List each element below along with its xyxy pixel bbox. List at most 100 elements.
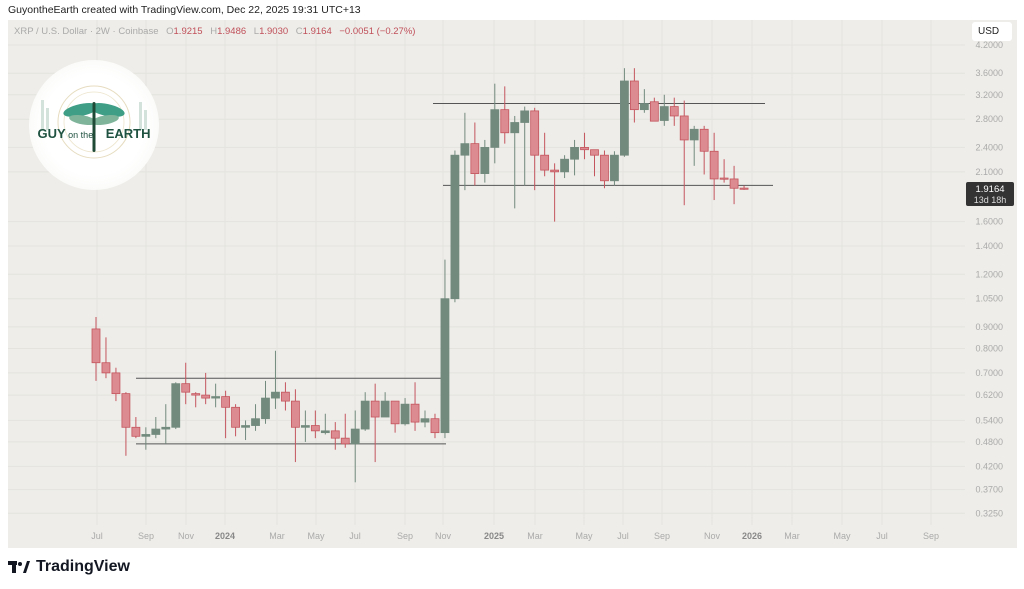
ohlc-legend: XRP / U.S. Dollar · 2W · Coinbase O1.921… — [14, 26, 416, 37]
y-tick-label: 0.5400 — [975, 415, 1003, 425]
candle[interactable] — [480, 139, 490, 183]
candle-body — [251, 418, 260, 426]
open-value: 1.9215 — [173, 26, 203, 37]
candle[interactable] — [281, 382, 290, 411]
candle[interactable] — [241, 420, 250, 441]
x-tick-label: Mar — [269, 531, 285, 541]
candle[interactable] — [639, 89, 649, 113]
candle[interactable] — [221, 390, 231, 439]
candle[interactable] — [729, 165, 739, 205]
y-tick-label: 0.6200 — [975, 390, 1003, 400]
candle[interactable] — [330, 422, 340, 450]
candle[interactable] — [181, 362, 191, 405]
candle[interactable] — [201, 372, 211, 405]
candle-body — [91, 328, 101, 364]
change-value: −0.0051 (−0.27%) — [339, 26, 416, 37]
candle[interactable] — [101, 337, 111, 379]
candle[interactable] — [510, 115, 520, 209]
candle[interactable] — [460, 112, 470, 191]
candle-body — [729, 178, 739, 189]
candle[interactable] — [290, 389, 300, 463]
candle[interactable] — [689, 125, 699, 166]
candles — [91, 68, 749, 483]
candle[interactable] — [251, 404, 260, 431]
candle[interactable] — [271, 350, 280, 409]
candle[interactable] — [211, 383, 221, 408]
candle[interactable] — [370, 383, 380, 463]
candle[interactable] — [560, 155, 569, 179]
candle[interactable] — [550, 163, 560, 222]
candle[interactable] — [310, 410, 320, 439]
candle[interactable] — [340, 413, 350, 448]
y-tick-label: 0.4200 — [975, 461, 1003, 471]
candle[interactable] — [580, 132, 589, 160]
candle[interactable] — [520, 106, 530, 186]
candle-body — [370, 400, 380, 418]
candle[interactable] — [231, 404, 240, 437]
candle[interactable] — [400, 398, 410, 426]
candle[interactable] — [450, 150, 460, 303]
chart-panel[interactable] — [8, 20, 1017, 548]
candle[interactable] — [320, 413, 330, 435]
svg-text:GUY on the EARTH: GUY on the EARTH — [38, 126, 151, 141]
candle[interactable] — [191, 392, 201, 408]
candle[interactable] — [360, 392, 370, 431]
candle[interactable] — [530, 107, 540, 191]
y-tick-label: 0.8000 — [975, 343, 1003, 353]
candle[interactable] — [600, 150, 609, 189]
x-tick-label: Sep — [138, 531, 154, 541]
candle-body — [570, 147, 579, 160]
candle[interactable] — [420, 410, 430, 428]
candle[interactable] — [500, 86, 510, 144]
candle[interactable] — [161, 404, 171, 444]
candle[interactable] — [679, 100, 689, 206]
candle[interactable] — [430, 413, 440, 439]
candle[interactable] — [590, 149, 599, 177]
candle-body — [131, 426, 141, 437]
candle[interactable] — [131, 417, 141, 439]
candle[interactable] — [261, 380, 270, 424]
y-tick-label: 2.1000 — [975, 167, 1003, 177]
time-axis: Jul Sep Nov 2024 Mar May Jul Sep Nov 2025 Mar May Ju… — [91, 531, 939, 541]
candle[interactable] — [699, 125, 709, 175]
candle[interactable] — [540, 132, 550, 177]
currency-button[interactable]: USD — [972, 22, 1012, 41]
candle[interactable] — [440, 259, 450, 439]
candle[interactable] — [141, 427, 151, 450]
candle[interactable] — [300, 410, 310, 442]
candle[interactable] — [669, 97, 679, 126]
candle-body — [739, 187, 749, 190]
symbol-title[interactable]: XRP / U.S. Dollar · 2W · Coinbase — [14, 26, 159, 37]
candle[interactable] — [649, 97, 659, 122]
x-tick-label: Sep — [654, 531, 670, 541]
candle[interactable] — [350, 410, 360, 483]
grid — [8, 20, 965, 525]
candle[interactable] — [380, 392, 390, 418]
candle[interactable] — [490, 83, 500, 164]
candle[interactable] — [111, 367, 121, 402]
candle[interactable] — [659, 94, 669, 126]
x-tick-label: Jul — [617, 531, 629, 541]
candle[interactable] — [719, 159, 729, 183]
candle-body — [340, 437, 350, 445]
candle-body — [111, 372, 121, 395]
candle-body — [400, 403, 410, 425]
close-value: 1.9164 — [302, 26, 332, 37]
candle[interactable] — [171, 382, 181, 430]
candle[interactable] — [91, 317, 101, 381]
candle[interactable] — [410, 382, 420, 431]
candle[interactable] — [121, 392, 131, 456]
candle[interactable] — [629, 68, 639, 123]
candle[interactable] — [570, 139, 579, 176]
candle[interactable] — [709, 132, 719, 201]
candle[interactable] — [151, 417, 161, 439]
candle-body — [380, 400, 390, 418]
candle[interactable] — [620, 68, 629, 157]
candle-body — [470, 143, 480, 174]
candle[interactable] — [610, 151, 619, 186]
candle[interactable] — [470, 122, 480, 186]
candle[interactable] — [390, 400, 400, 433]
tradingview-brand[interactable]: TradingView — [8, 558, 130, 576]
candle[interactable] — [739, 185, 749, 190]
